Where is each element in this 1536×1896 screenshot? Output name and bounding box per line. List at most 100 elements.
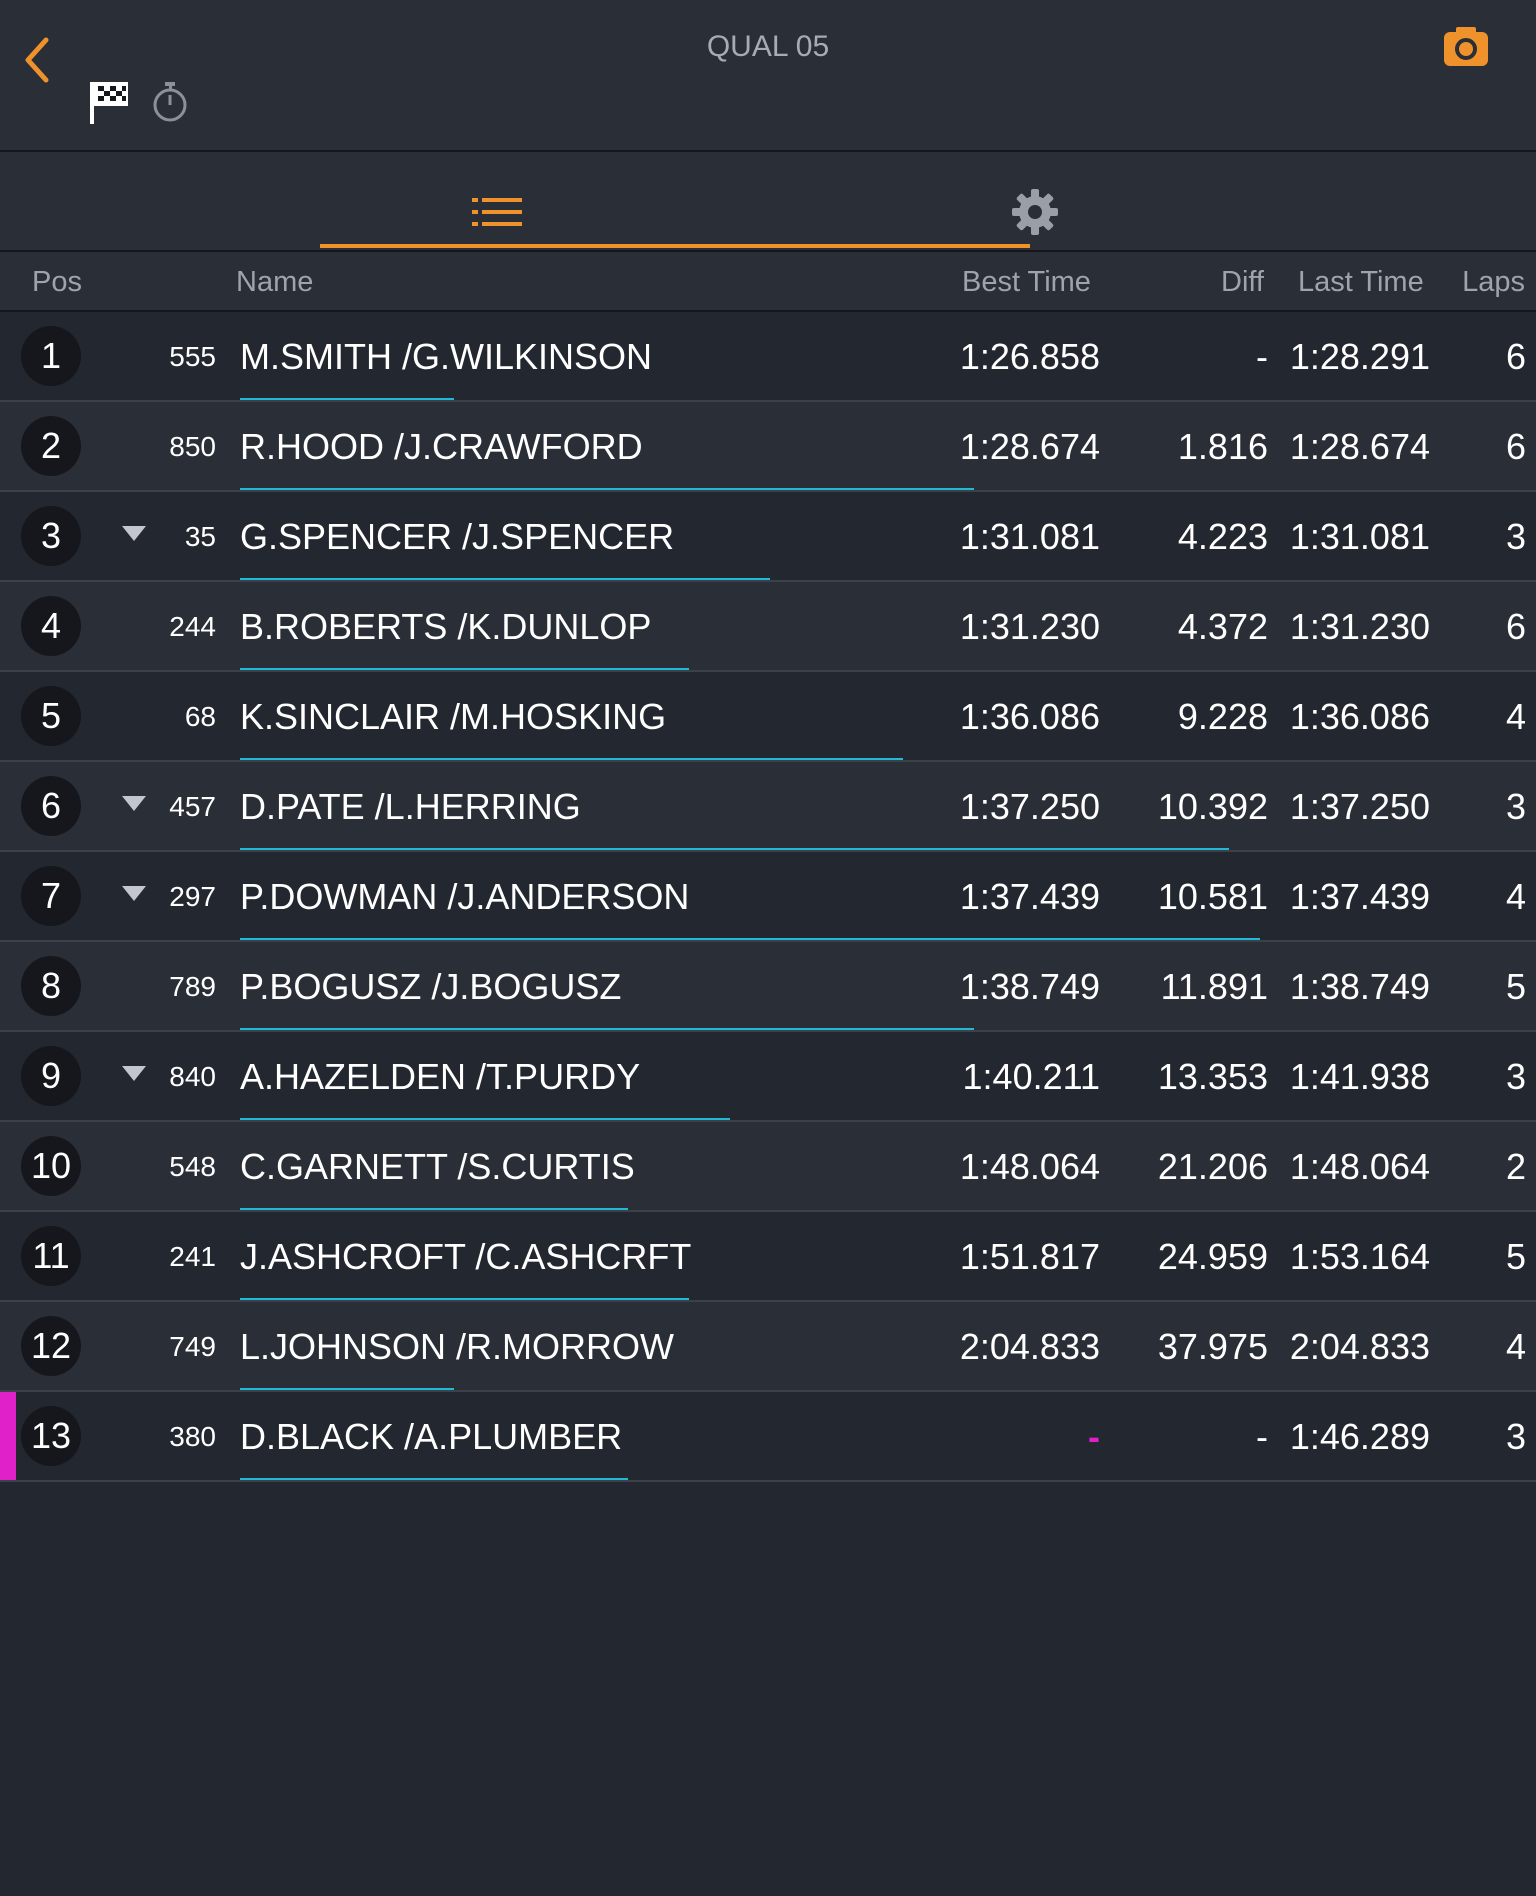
driver-names: M.SMITH /G.WILKINSON	[240, 336, 653, 377]
driver-names: D.PATE /L.HERRING	[240, 786, 581, 827]
lap-progress-bar	[240, 938, 1260, 940]
time-diff: 1.816	[1177, 426, 1268, 467]
last-time: 1:36.086	[1289, 696, 1430, 737]
table-row[interactable]: 5 68 K.SINCLAIR /M.HOSKING 1:36.086 9.228 1:3…	[0, 672, 1536, 762]
stopwatch-icon[interactable]	[148, 80, 192, 124]
last-time: 1:37.250	[1289, 786, 1430, 827]
position-badge: 12	[21, 1316, 81, 1376]
lap-count: 3	[1505, 516, 1526, 557]
camera-button[interactable]	[1442, 24, 1490, 68]
last-time: 1:41.938	[1289, 1056, 1430, 1097]
camera-icon	[1444, 27, 1488, 66]
car-number: 840	[169, 1061, 216, 1092]
position-badge: 4	[21, 596, 81, 656]
driver-names: P.DOWMAN /J.ANDERSON	[240, 876, 690, 917]
lap-count: 2	[1505, 1146, 1526, 1187]
lap-progress-bar	[240, 758, 903, 760]
lap-count: 5	[1505, 966, 1526, 1007]
column-best-time[interactable]: Best Time	[962, 266, 1091, 298]
driver-names: J.ASHCROFT /C.ASHCRFT	[240, 1236, 692, 1277]
table-row[interactable]: 12 749 L.JOHNSON /R.MORROW 2:04.833 37.975 2:…	[0, 1302, 1536, 1392]
car-number: 68	[184, 701, 216, 732]
lap-progress-bar	[240, 668, 689, 670]
last-time: 2:04.833	[1289, 1326, 1430, 1367]
position-down-icon	[122, 796, 146, 811]
lap-progress-bar	[240, 1388, 454, 1390]
table-row[interactable]: 7 297 P.DOWMAN /J.ANDERSON 1:37.439 10.581 1:…	[0, 852, 1536, 942]
page-title: QUAL 05	[706, 30, 830, 63]
column-laps[interactable]: Laps	[1462, 266, 1525, 298]
last-time: 1:53.164	[1289, 1236, 1430, 1277]
table-row[interactable]: 6 457 D.PATE /L.HERRING 1:37.250 10.392 1:37.…	[0, 762, 1536, 852]
best-time: 1:31.230	[959, 606, 1100, 647]
lap-count: 6	[1505, 336, 1526, 377]
car-number: 789	[169, 971, 216, 1002]
time-diff: 4.372	[1177, 606, 1268, 647]
time-diff: 4.223	[1177, 516, 1268, 557]
table-row[interactable]: 11 241 J.ASHCROFT /C.ASHCRFT 1:51.817 24.959…	[0, 1212, 1536, 1302]
position-badge: 8	[21, 956, 81, 1016]
lap-progress-bar	[240, 1478, 628, 1480]
table-row[interactable]: 13 380 D.BLACK /A.PLUMBER - -1:46.289 3	[0, 1392, 1536, 1482]
checkered-flag-icon[interactable]	[86, 78, 134, 126]
list-icon	[472, 198, 522, 226]
time-diff: 21.206	[1157, 1146, 1268, 1187]
row-status-marker	[0, 1392, 16, 1480]
top-bar: QUAL 05	[0, 0, 1536, 152]
best-time: 1:38.749	[959, 966, 1100, 1007]
last-time: 1:28.291	[1289, 336, 1430, 377]
lap-progress-bar	[240, 1298, 689, 1300]
back-button[interactable]	[16, 30, 64, 90]
table-row[interactable]: 9 840 A.HAZELDEN /T.PURDY 1:40.211 13.353 1:4…	[0, 1032, 1536, 1122]
column-name[interactable]: Name	[236, 266, 314, 298]
time-diff: 24.959	[1157, 1236, 1268, 1277]
column-header: Pos Name Best Time Diff Last Time Laps	[0, 252, 1536, 312]
car-number: 241	[169, 1241, 216, 1272]
tab-results-list[interactable]	[320, 152, 680, 250]
lap-count: 4	[1505, 876, 1526, 917]
driver-names: K.SINCLAIR /M.HOSKING	[240, 696, 667, 737]
lap-count: 5	[1505, 1236, 1526, 1277]
lap-count: 6	[1505, 606, 1526, 647]
results-table: 1 555 M.SMITH /G.WILKINSON 1:26.858-1:28.29…	[0, 312, 1536, 1482]
best-time: 1:37.439	[959, 876, 1100, 917]
column-pos[interactable]: Pos	[32, 266, 82, 298]
driver-names: B.ROBERTS /K.DUNLOP	[240, 606, 652, 647]
tab-settings[interactable]	[860, 152, 1070, 250]
lap-count: 3	[1505, 1056, 1526, 1097]
time-diff: 9.228	[1177, 696, 1268, 737]
position-badge: 3	[21, 506, 81, 566]
chevron-left-icon	[25, 37, 49, 83]
lap-count: 6	[1505, 426, 1526, 467]
table-row[interactable]: 8 789 P.BOGUSZ /J.BOGUSZ 1:38.749 11.891 1:38…	[0, 942, 1536, 1032]
table-row[interactable]: 1 555 M.SMITH /G.WILKINSON 1:26.858 -1:28.29…	[0, 312, 1536, 402]
car-number: 548	[169, 1151, 216, 1182]
last-time: 1:48.064	[1289, 1146, 1430, 1187]
position-down-icon	[122, 1066, 146, 1081]
last-time: 1:31.081	[1289, 516, 1430, 557]
time-diff: -	[1256, 336, 1268, 377]
table-row[interactable]: 2 850 R.HOOD /J.CRAWFORD 1:28.674 1.816 1:28.…	[0, 402, 1536, 492]
car-number: 297	[169, 881, 216, 912]
driver-names: A.HAZELDEN /T.PURDY	[240, 1056, 641, 1097]
table-row[interactable]: 3 35 G.SPENCER /J.SPENCER 1:31.081 4.223 1:31…	[0, 492, 1536, 582]
driver-names: G.SPENCER /J.SPENCER	[240, 516, 675, 557]
gear-icon	[1012, 189, 1058, 235]
car-number: 380	[169, 1421, 216, 1452]
position-down-icon	[122, 886, 146, 901]
table-row[interactable]: 4 244 B.ROBERTS /K.DUNLOP 1:31.230 4.372 1:31…	[0, 582, 1536, 672]
table-row[interactable]: 10 548 C.GARNETT /S.CURTIS 1:48.064 21.206 1:…	[0, 1122, 1536, 1212]
best-time: 1:26.858	[959, 336, 1100, 377]
position-badge: 5	[21, 686, 81, 746]
time-diff: 13.353	[1157, 1056, 1268, 1097]
best-time: 1:51.817	[959, 1236, 1100, 1277]
last-time: 1:37.439	[1289, 876, 1430, 917]
column-last-time[interactable]: Last Time	[1298, 266, 1424, 298]
time-diff: 10.581	[1157, 876, 1268, 917]
car-number: 749	[169, 1331, 216, 1362]
car-number: 850	[169, 431, 216, 462]
time-diff: 11.891	[1160, 966, 1268, 1007]
lap-progress-bar	[240, 1118, 730, 1120]
column-diff[interactable]: Diff	[1221, 266, 1264, 298]
